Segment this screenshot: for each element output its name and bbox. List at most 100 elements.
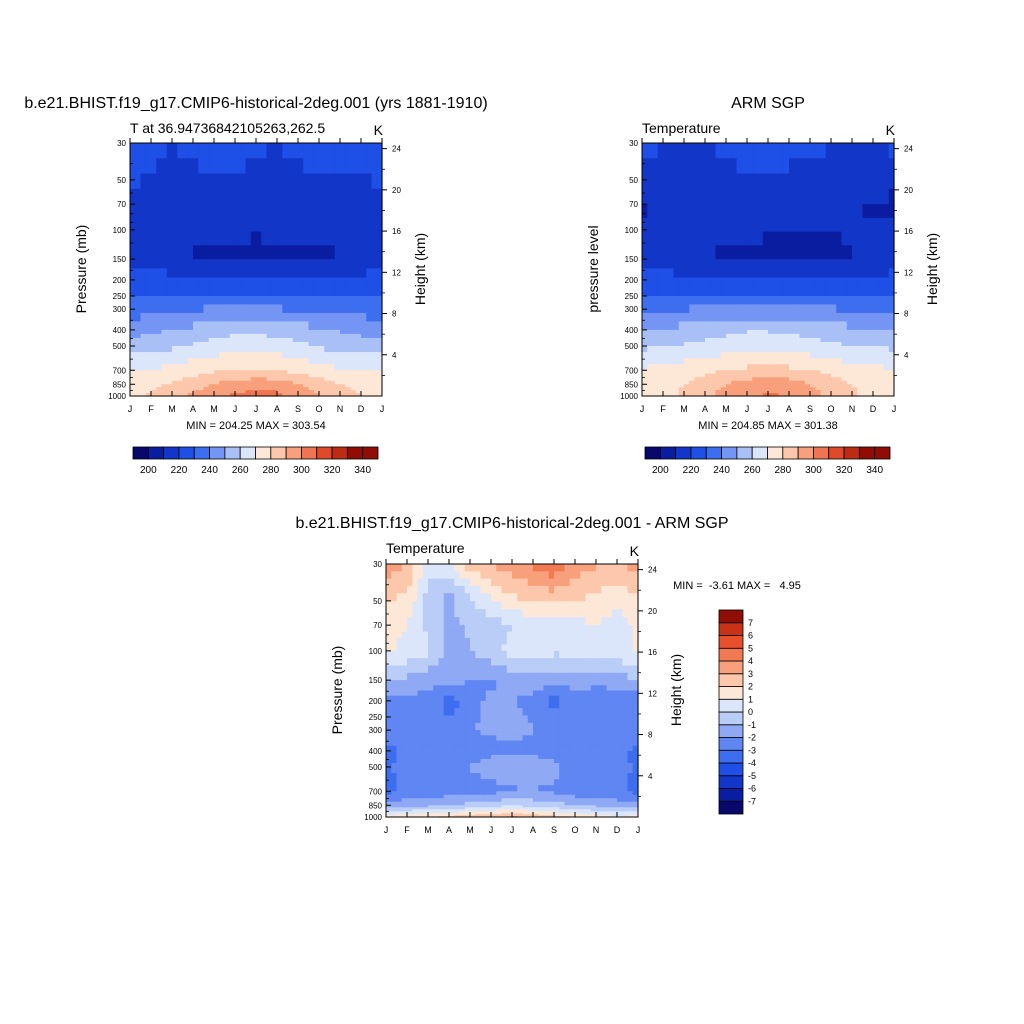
contour-cell [533,625,539,633]
contour-cell [422,680,429,686]
contour-cell [454,735,461,742]
contour-cell [245,337,252,343]
contour-cell [815,358,822,365]
contour-cell [428,779,434,786]
contour-cell [271,384,278,388]
contour-cell [454,730,461,736]
contour-cell [836,268,843,279]
contour-cell [804,333,811,339]
contour-cell [517,754,524,760]
contour-cell [846,217,853,233]
contour-cell [130,173,136,190]
contour-cell [371,370,378,375]
contour-cell [517,750,524,756]
contour-cell [741,204,748,219]
contour-cell [340,329,346,335]
contour-cell [543,672,550,681]
contour-cell [559,638,566,646]
contour-cell [361,393,367,397]
contour-cell [140,143,147,159]
contour-cell [768,358,774,365]
contour-cell [224,358,231,365]
contour-cell [208,345,215,353]
contour-cell [396,609,403,618]
contour-cell [778,277,785,288]
contour-cell [433,735,440,742]
contour-cell [862,188,869,205]
contour-cell [799,337,806,343]
contour-cell [533,766,539,774]
contour-cell [371,231,378,246]
contour-cell [329,373,336,378]
contour-cell [386,601,392,610]
contour-cell [720,337,727,343]
y-right-tick-label: 24 [904,145,913,154]
contour-cell [256,364,262,371]
contour-cell [501,564,508,572]
contour-cell [794,173,801,190]
contour-cell [308,321,315,331]
contour-cell [527,766,534,774]
contour-cell [689,352,696,359]
contour-cell [580,625,587,633]
contour-cell [522,745,529,752]
contour-cell [559,695,566,702]
contour-cell [647,188,654,205]
contour-cell [689,245,696,260]
contour-cell [261,245,268,260]
contour-cell [533,680,539,686]
contour-cell [449,585,455,594]
contour-cell [366,377,373,382]
contour-cell [736,268,743,279]
contour-cell [198,268,205,279]
contour-cell [506,785,513,792]
contour-cell [731,373,738,378]
contour-cell [878,364,885,371]
min-max-stats: MIN = 204.25 MAX = 303.54 [186,420,325,432]
contour-cell [789,286,795,297]
contour-cell [747,158,753,175]
contour-cell [533,672,539,681]
contour-cell [668,321,675,331]
contour-cell [627,708,634,717]
contour-cell [883,268,890,279]
contour-cell [852,352,858,359]
contour-cell [193,384,199,388]
contour-cell [585,754,592,760]
contour-cell [627,762,634,768]
colorbar-label: 340 [866,465,883,476]
contour-cell [313,312,320,323]
contour-cell [345,277,352,288]
contour-cell [277,358,283,365]
contour-cell [569,690,576,697]
contour-cell [705,387,711,391]
contour-cell [673,329,680,335]
contour-cell [606,601,613,610]
contour-cell [857,380,864,385]
contour-cell [617,750,623,756]
contour-cell [308,387,315,391]
contour-cell [172,337,178,343]
contour-cell [491,708,497,717]
contour-cell [391,631,398,639]
contour-cell [371,312,378,323]
contour-cell [407,740,413,747]
contour-cell [172,358,178,365]
contour-cell [396,722,403,731]
contour-cell [193,231,199,246]
contour-cell [622,644,629,652]
contour-cell [606,650,613,659]
contour-cell [501,762,508,768]
contour-cell [799,268,806,279]
contour-cell [203,245,210,260]
contour-cell [611,571,618,580]
contour-cell [266,204,273,219]
contour-cell [778,370,785,375]
contour-cell [198,204,205,219]
contour-cell [757,384,764,388]
contour-cell [878,188,885,205]
contour-cell [663,377,669,382]
contour-cell [229,173,236,190]
contour-cell [340,268,346,279]
contour-cell [130,158,136,175]
